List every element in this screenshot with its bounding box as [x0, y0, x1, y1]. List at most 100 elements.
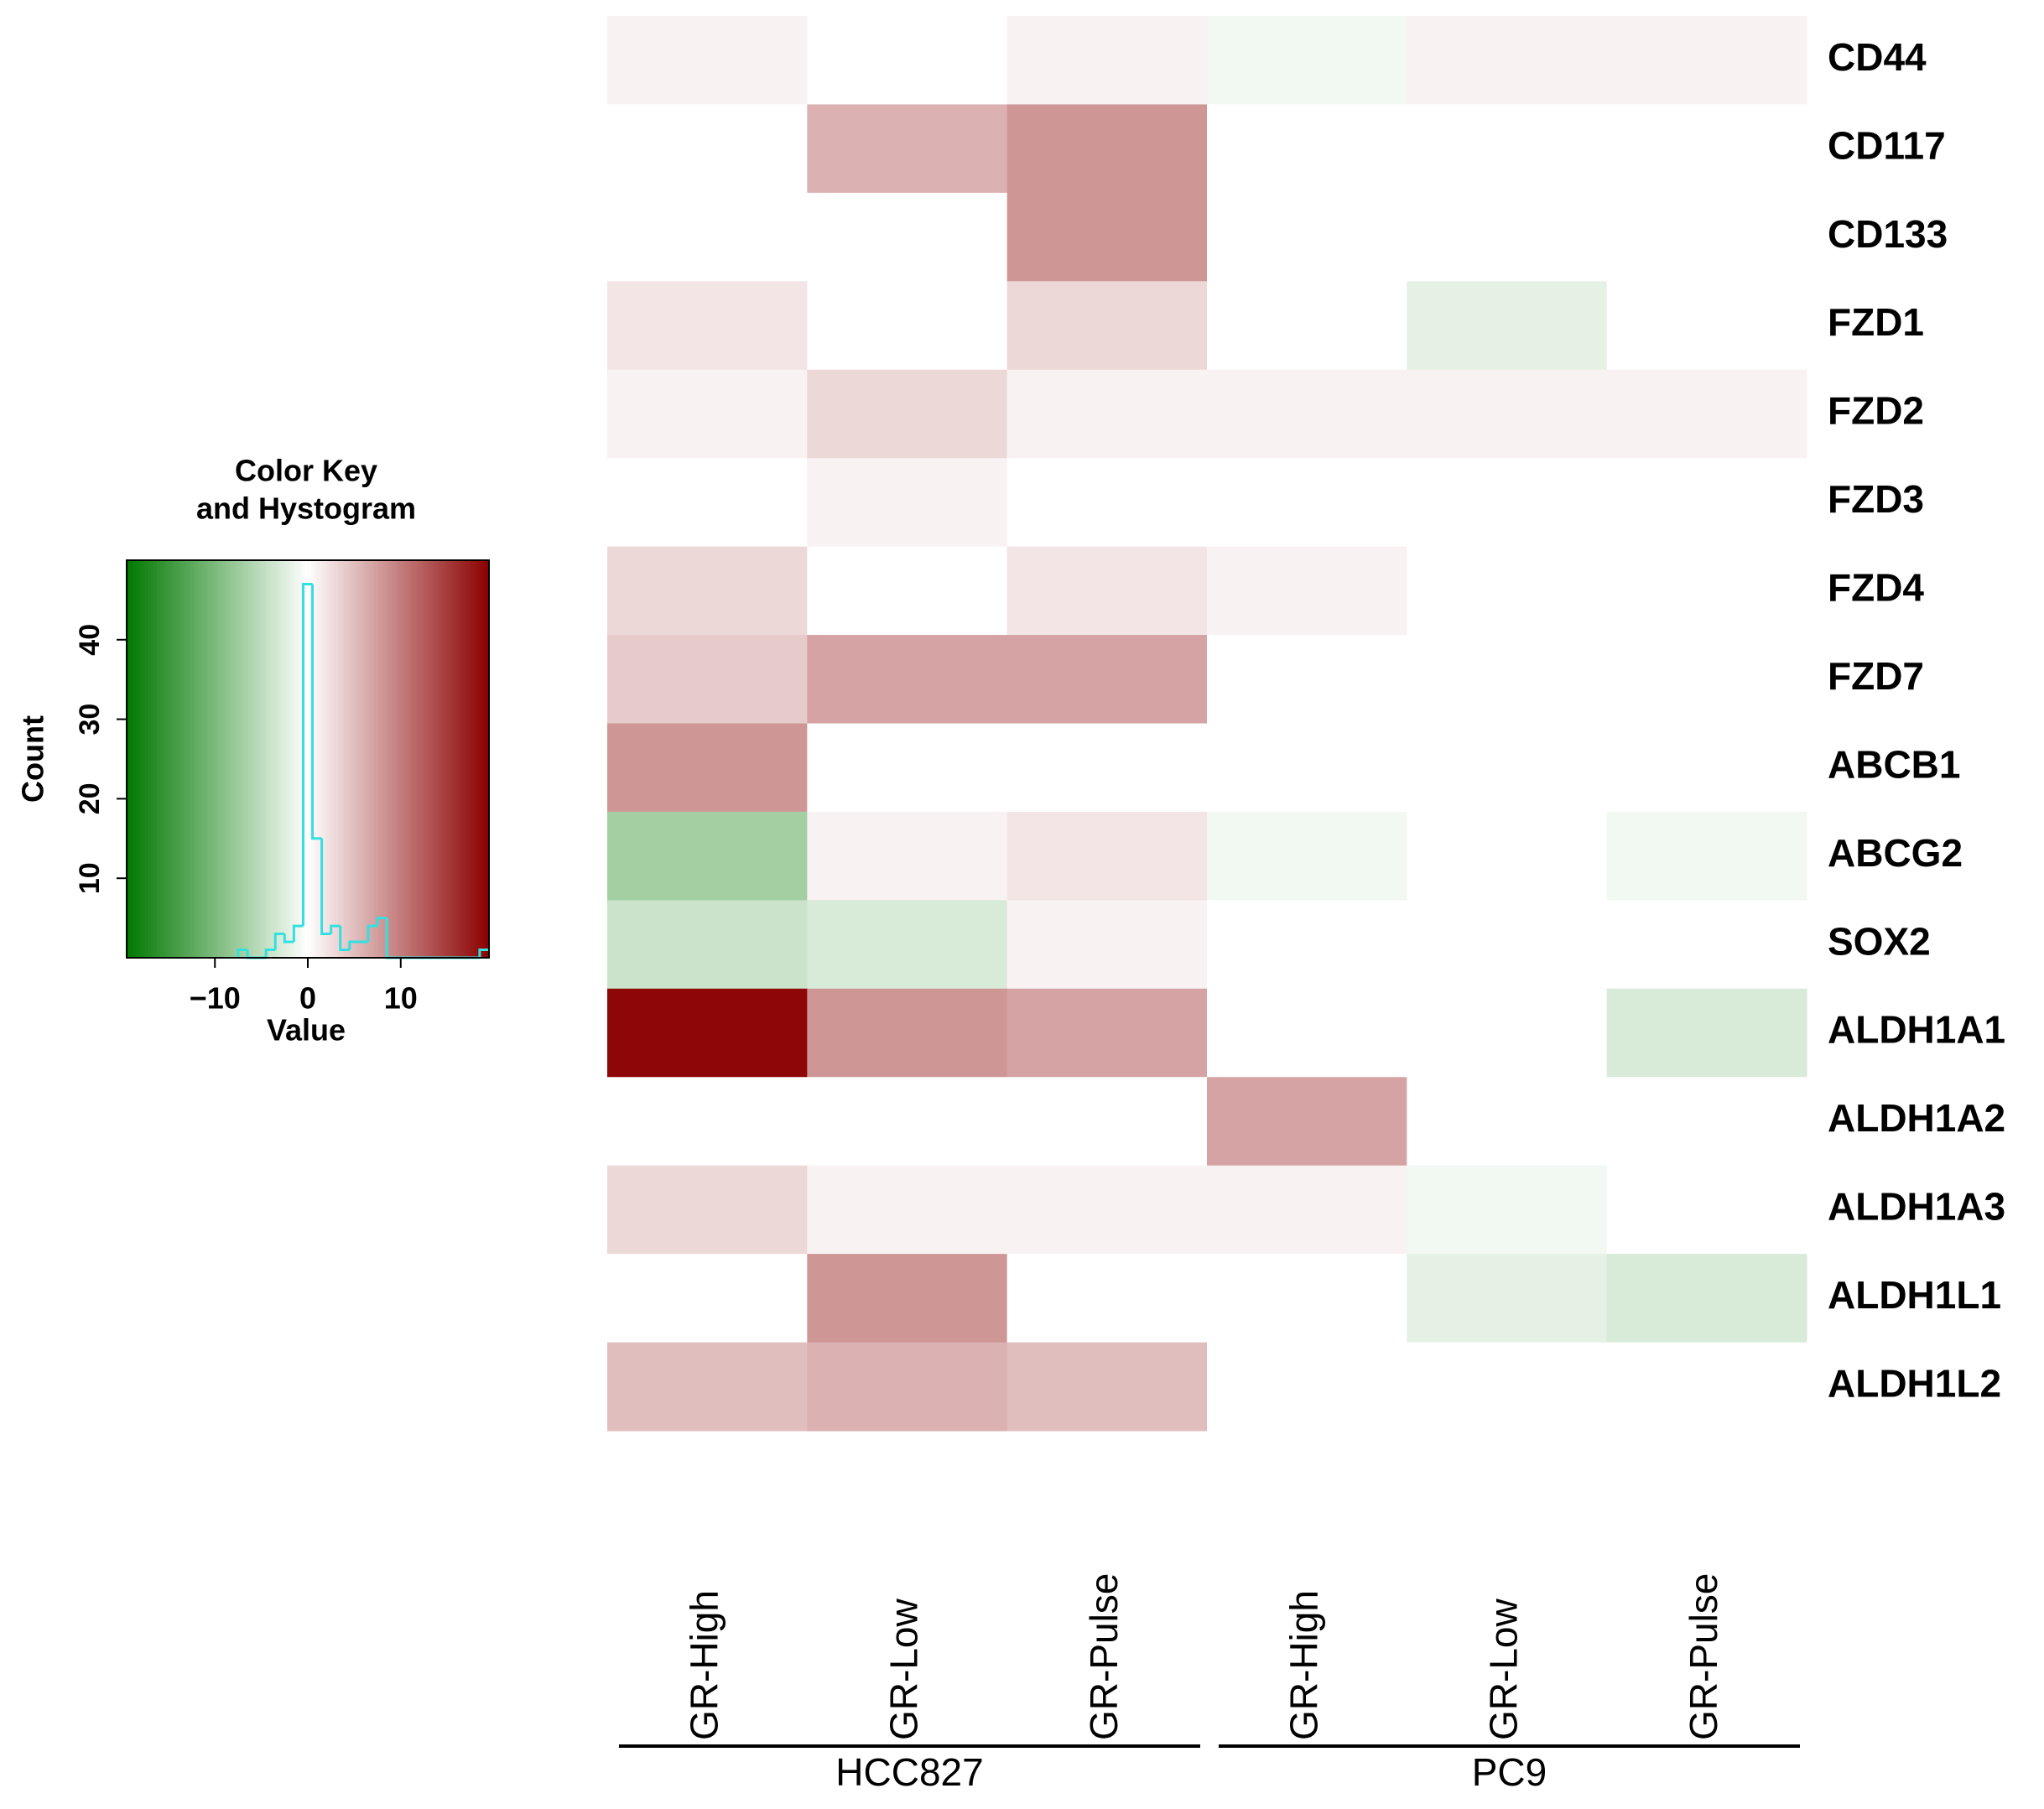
heatmap-cell	[807, 546, 1008, 636]
key-gradient	[465, 560, 469, 958]
heatmap-cell	[807, 723, 1008, 813]
key-gradient	[129, 560, 133, 958]
heatmap-cell	[1606, 900, 1807, 990]
row-label: FZD1	[1828, 300, 1924, 344]
key-gradient	[280, 560, 284, 958]
heatmap-cell	[1606, 458, 1807, 548]
key-gradient	[335, 560, 339, 958]
heatmap-cell	[1606, 104, 1807, 194]
histogram-step	[283, 933, 294, 943]
heatmap-cell	[1407, 723, 1608, 813]
key-gradient	[133, 560, 137, 958]
heatmap-cell	[1006, 369, 1208, 459]
histogram-step	[311, 584, 322, 840]
key-gradient	[422, 560, 426, 958]
heatmap-cell	[1606, 1077, 1807, 1167]
heatmap-cell	[1606, 988, 1807, 1078]
heatmap-cell	[807, 635, 1008, 724]
row-label: FZD3	[1828, 477, 1924, 521]
heatmap-cell	[1606, 192, 1807, 282]
key-gradient	[398, 560, 403, 958]
key-gradient	[392, 560, 396, 958]
key-gradient	[365, 560, 369, 958]
key-gradient	[259, 560, 263, 958]
heatmap-cell	[1606, 1165, 1807, 1255]
key-gradient	[377, 560, 381, 958]
key-gradient	[256, 560, 260, 958]
key-gradient	[214, 560, 218, 958]
y-axis-label: Count	[16, 715, 50, 803]
key-gradient	[450, 560, 454, 958]
key-gradient	[135, 560, 139, 958]
heatmap-cell	[607, 281, 808, 371]
heatmap-cell	[807, 988, 1008, 1078]
key-gradient	[410, 560, 414, 958]
key-gradient	[395, 560, 399, 958]
key-gradient	[153, 560, 158, 958]
heatmap-cell	[807, 1254, 1008, 1344]
heatmap-cell	[607, 988, 808, 1078]
key-gradient	[253, 560, 257, 958]
heatmap-cell	[607, 369, 808, 459]
key-gradient	[244, 560, 248, 958]
heatmap-cell	[607, 104, 808, 194]
key-gradient	[148, 560, 152, 958]
key-gradient	[195, 560, 200, 958]
row-label: ALDH1L1	[1828, 1273, 2001, 1317]
histogram-step	[237, 949, 247, 958]
column-label: GR-High	[682, 1590, 726, 1740]
key-gradient	[142, 560, 146, 958]
key-gradient	[247, 560, 252, 958]
heatmap-cell	[607, 723, 808, 813]
heatmap-cell	[807, 811, 1008, 901]
heatmap-cell	[607, 16, 808, 105]
key-gradient	[471, 560, 475, 958]
key-gradient	[386, 560, 390, 958]
heatmap-cell	[1006, 723, 1208, 813]
histogram-step	[320, 838, 331, 936]
heatmap-cell	[1407, 1342, 1608, 1432]
key-gradient	[268, 560, 273, 958]
heatmap-cell	[1407, 900, 1608, 990]
heatmap-cell	[1407, 192, 1608, 282]
heatmap-cell	[607, 192, 808, 282]
key-gradient	[157, 560, 161, 958]
key-gradient	[380, 560, 384, 958]
heatmap-cell	[607, 546, 808, 636]
row-label: ALDH1A2	[1828, 1096, 2005, 1140]
key-gradient	[344, 560, 348, 958]
key-gradient	[425, 560, 429, 958]
key-gradient	[193, 560, 197, 958]
key-gradient	[174, 560, 179, 958]
heatmap-cell	[1006, 988, 1208, 1078]
heatmap-cell	[1006, 16, 1208, 105]
row-label: ALDH1A3	[1828, 1185, 2005, 1229]
key-gradient	[208, 560, 212, 958]
key-gradient	[286, 560, 290, 958]
heatmap-cell	[1006, 1342, 1208, 1432]
heatmap-cell	[1207, 546, 1407, 636]
y-tick-label: 10	[74, 862, 106, 894]
row-label: FZD7	[1828, 654, 1924, 698]
key-gradient	[304, 560, 309, 958]
heatmap-cell	[1407, 546, 1608, 636]
key-gradient	[274, 560, 278, 958]
key-gradient	[419, 560, 424, 958]
key-gradient	[295, 560, 299, 958]
key-gradient	[480, 560, 484, 958]
key-title: and Hystogram	[196, 491, 416, 526]
x-axis-label: Value	[267, 1013, 346, 1047]
heatmap-cell	[1407, 635, 1608, 724]
key-gradient	[314, 560, 318, 958]
heatmap-cell	[1606, 16, 1807, 105]
key-gradient	[226, 560, 230, 958]
heatmap-cell	[607, 635, 808, 724]
heatmap-cell	[1407, 16, 1608, 105]
heatmap-cell	[807, 900, 1008, 990]
heatmap-cell	[1606, 369, 1807, 459]
heatmap-cell	[1207, 811, 1407, 901]
key-gradient	[271, 560, 275, 958]
heatmap-cell	[1407, 811, 1608, 901]
row-label: FZD2	[1828, 389, 1924, 433]
